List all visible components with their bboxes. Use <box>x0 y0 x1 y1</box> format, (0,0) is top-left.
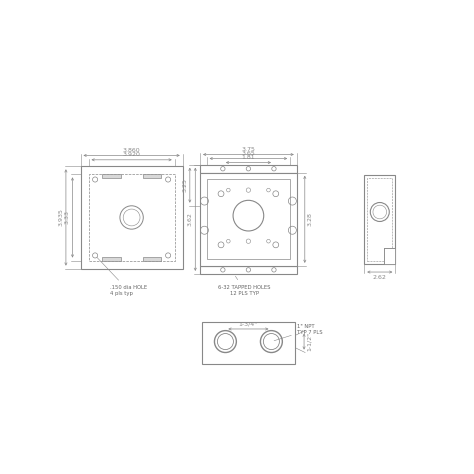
Text: 3.920: 3.920 <box>123 152 141 157</box>
Bar <box>143 257 161 261</box>
Text: 3.28: 3.28 <box>307 212 312 226</box>
Text: 3.935: 3.935 <box>58 209 64 227</box>
Text: 3.75: 3.75 <box>241 147 255 152</box>
Text: 2.62: 2.62 <box>373 274 387 280</box>
Bar <box>89 174 175 261</box>
Bar <box>200 165 297 173</box>
Bar <box>202 322 295 365</box>
Bar <box>200 173 297 266</box>
Text: 3.62: 3.62 <box>188 212 193 226</box>
Bar <box>102 257 121 261</box>
Text: 3.33: 3.33 <box>65 210 70 225</box>
Bar <box>81 166 182 269</box>
Bar <box>365 174 395 264</box>
Text: 1.81: 1.81 <box>242 155 255 160</box>
Bar <box>207 179 290 259</box>
Text: 1" NPT
TYP 7 PLS: 1" NPT TYP 7 PLS <box>274 324 322 341</box>
Text: 1-1/2": 1-1/2" <box>307 332 311 351</box>
Bar <box>384 248 395 264</box>
Bar <box>200 266 297 274</box>
Bar <box>102 174 121 178</box>
Text: 6-32 TAPPED HOLES
12 PLS TYP: 6-32 TAPPED HOLES 12 PLS TYP <box>219 276 271 296</box>
Bar <box>143 174 161 178</box>
Text: 1-3/4": 1-3/4" <box>239 321 258 327</box>
Text: 3.25: 3.25 <box>182 178 187 192</box>
Text: 3.860: 3.860 <box>123 148 140 153</box>
Text: .150 dia HOLE
4 pls typ: .150 dia HOLE 4 pls typ <box>97 257 147 296</box>
Bar <box>367 177 392 261</box>
Text: 3.65: 3.65 <box>242 151 255 156</box>
